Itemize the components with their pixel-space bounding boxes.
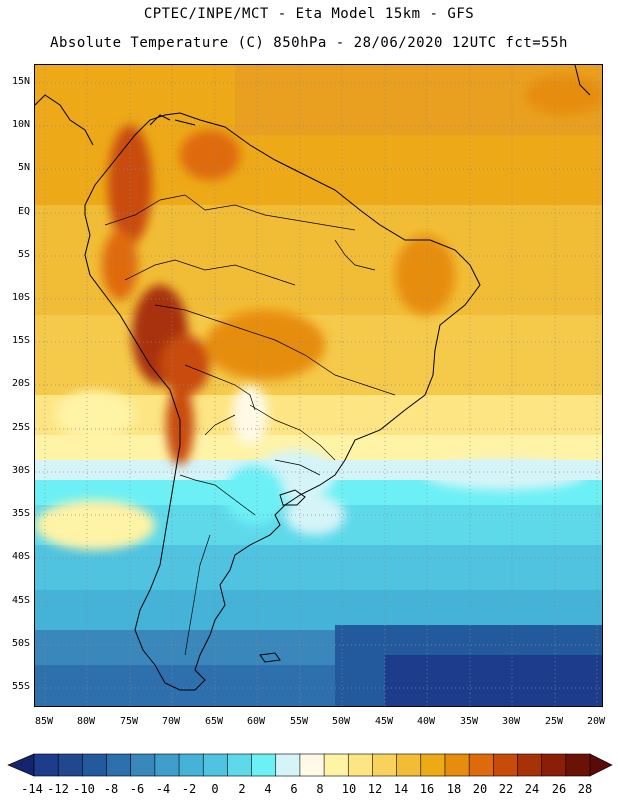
lon-label: 25W [544,716,564,727]
lat-label: 10N [11,119,30,130]
colorbar-label: 22 [498,782,514,796]
map-subtitle: Absolute Temperature (C) 850hPa - 28/06/… [50,35,568,51]
colorbar-swatch [493,753,519,777]
lon-label: 70W [161,716,181,727]
lon-label: 80W [76,716,96,727]
country-borders [104,194,396,656]
colorbar-swatch [275,753,301,777]
south-america-coastline [84,112,481,691]
lat-label: 20S [11,378,30,389]
lat-label: 30S [11,465,30,476]
colorbar-label: 26 [551,782,567,796]
colorbar-swatch [130,753,156,777]
colorbar-swatch [468,753,495,777]
colorbar-label: 0 [211,782,219,796]
lat-label: 45S [11,595,30,606]
colorbar-label: -14 [21,782,43,796]
colorbar-swatch [347,753,374,777]
lat-label: 15N [11,76,30,87]
colorbar-label: 12 [367,782,383,796]
coastlines [35,65,591,691]
lon-label: 30W [501,716,521,727]
colorbar-label: -6 [129,782,145,796]
lat-label: 40S [11,551,30,562]
colorbar-label: -12 [47,782,69,796]
colorbar-swatch [299,753,325,777]
lon-label: 60W [246,716,266,727]
colorbar-swatch [541,753,567,777]
lon-label: 35W [459,716,479,727]
lon-label: 75W [119,716,139,727]
temperature-map [34,64,603,707]
colorbar-label: -8 [103,782,119,796]
colorbar-label: 8 [316,782,324,796]
colorbar [7,753,613,777]
lon-label: 85W [34,716,54,727]
colorbar-swatch [57,753,84,777]
colorbar-label: -4 [155,782,171,796]
map-title: CPTEC/INPE/MCT - Eta Model 15km - GFS [143,6,475,22]
lon-label: 65W [204,716,224,727]
lat-label: 50S [11,638,30,649]
colorbar-swatch [154,753,180,777]
colorbar-label: 2 [238,782,246,796]
lat-lon-grid [35,65,602,706]
colorbar-swatch [372,753,398,777]
lat-label: 10S [11,292,30,303]
colorbar-label: -2 [181,782,197,796]
colorbar-label: 18 [446,782,462,796]
colorbar-swatch [227,753,253,777]
colorbar-swatch [251,753,277,777]
lon-label: 20W [586,716,606,727]
colorbar-swatch [420,753,446,777]
colorbar-swatch [178,753,205,777]
colorbar-swatch [33,753,59,777]
map-canvas [35,65,602,706]
colorbar-label: 28 [577,782,593,796]
lat-label: 5S [17,249,30,260]
colorbar-label: 4 [264,782,272,796]
colorbar-label: 20 [472,782,488,796]
lat-label: 15S [11,335,30,346]
colorbar-swatch [517,753,543,777]
colorbar-label: 10 [341,782,357,796]
lat-label: 55S [11,681,30,692]
lon-label: 40W [416,716,436,727]
colorbar-label: 14 [393,782,409,796]
colorbar-label: 16 [419,782,435,796]
colorbar-swatch [323,753,350,777]
colorbar-swatch [565,753,591,777]
colorbar-label: 6 [290,782,298,796]
lat-label: 5N [17,162,30,173]
colorbar-label: 24 [524,782,540,796]
colorbar-swatch [106,753,132,777]
colorbar-swatch [82,753,108,777]
lat-label: 25S [11,422,30,433]
colorbar-swatch [444,753,470,777]
colorbar-overflow-arrow [589,753,613,777]
colorbar-label: -10 [73,782,95,796]
colorbar-underflow-arrow [7,753,35,777]
colorbar-swatch [396,753,422,777]
lon-label: 50W [331,716,351,727]
colorbar-swatch [202,753,229,777]
lat-label: EQ [17,206,30,217]
lon-label: 55W [289,716,309,727]
lat-label: 35S [11,508,30,519]
lon-label: 45W [374,716,394,727]
